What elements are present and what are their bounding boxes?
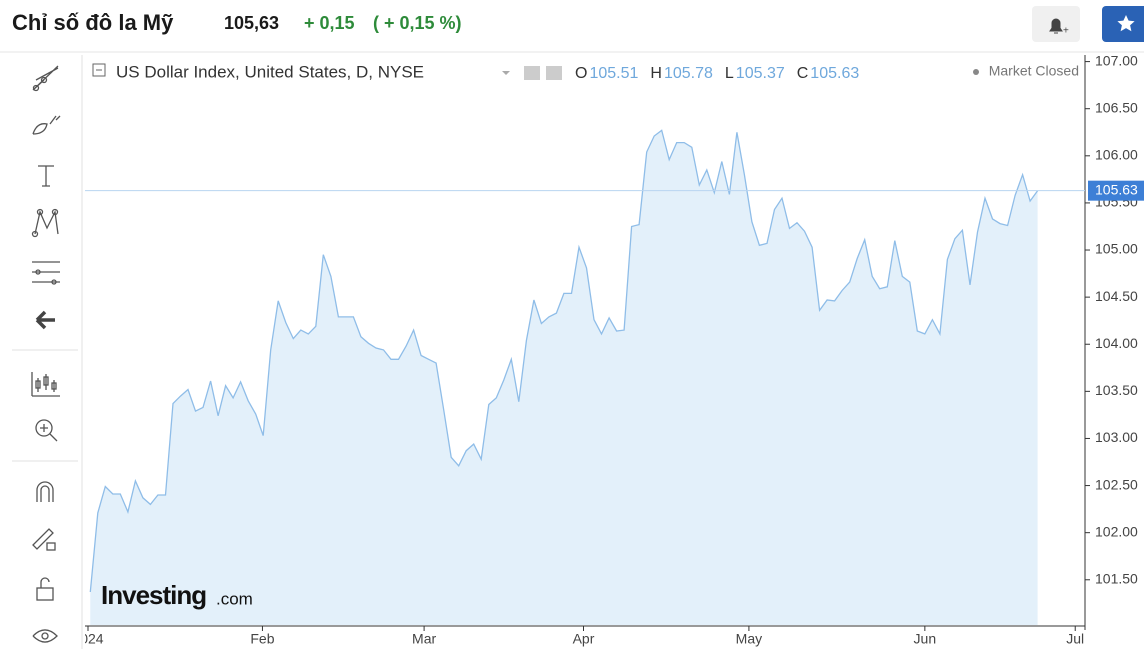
tool-text[interactable]: [38, 165, 54, 187]
y-tick-label: 105.00: [1095, 241, 1138, 257]
ohlc-key: C: [797, 65, 809, 82]
ohlc-value: 105.78: [664, 65, 713, 82]
line: [89, 129, 1039, 593]
alert-button[interactable]: +: [1032, 6, 1080, 42]
y-tick-label: 101.50: [1095, 570, 1138, 586]
tool-brush[interactable]: [32, 115, 61, 135]
y-tick-label: 106.50: [1095, 99, 1138, 115]
last-value-box: [1088, 180, 1144, 201]
watchlist-button[interactable]: [1102, 6, 1144, 42]
tool-collapse[interactable]: [35, 310, 55, 330]
y-tick-label: 103.00: [1095, 429, 1138, 445]
y-tick-label: 104.00: [1095, 335, 1138, 351]
legend-collapse[interactable]: [92, 63, 106, 77]
legend-settings[interactable]: [524, 66, 540, 80]
watermark: Investing: [101, 580, 206, 610]
x-tick-label: Mar: [412, 631, 436, 647]
x-tick-label: Jul: [1066, 631, 1084, 647]
ohlc-value: 105.51: [589, 65, 638, 82]
watermark-suffix: .com: [216, 589, 253, 608]
header: [0, 0, 1144, 52]
legend-settings-2[interactable]: [546, 66, 562, 80]
tool-visibility[interactable]: [32, 629, 58, 643]
ohlc-key: O: [575, 65, 587, 82]
change: + 0,15: [304, 13, 355, 33]
change-pct: ( + 0,15 %): [373, 13, 462, 33]
x-tick-label: Apr: [573, 631, 595, 647]
legend-dropdown[interactable]: [502, 71, 510, 75]
x-tick-label: 2024: [72, 631, 103, 647]
y-tick-label: 104.50: [1095, 288, 1138, 304]
ohlc-key: L: [725, 65, 734, 82]
x-tick-label: Feb: [250, 631, 274, 647]
tool-trendline[interactable]: [32, 65, 59, 92]
tool-fib[interactable]: [32, 261, 60, 285]
status: Market Closed: [989, 63, 1079, 79]
price: 105,63: [224, 13, 279, 33]
ohlc-key: H: [650, 65, 662, 82]
y-tick-label: 102.50: [1095, 476, 1138, 492]
y-tick-label: 102.00: [1095, 523, 1138, 539]
ohlc-value: 105.37: [736, 65, 785, 82]
y-tick-label: 106.00: [1095, 147, 1138, 163]
tool-lock[interactable]: [36, 577, 54, 601]
y-tick-label: 103.50: [1095, 382, 1138, 398]
title: Chỉ số đô la Mỹ: [12, 10, 174, 35]
y-tick-label: 107.00: [1095, 52, 1138, 68]
last-value-label: 105.63: [1095, 181, 1138, 197]
area: [90, 130, 1038, 625]
tool-lock-drawing[interactable]: [32, 528, 56, 551]
status-dot: [973, 69, 979, 75]
ohlc-value: 105.63: [810, 65, 859, 82]
tool-pattern[interactable]: [31, 208, 59, 238]
plot-area: [89, 129, 1039, 625]
tool-zoom[interactable]: [35, 419, 58, 442]
tool-magnet[interactable]: [36, 481, 54, 502]
legend-text: US Dollar Index, United States, D, NYSE: [116, 62, 424, 81]
x-tick-label: May: [736, 631, 762, 647]
x-tick-label: Jun: [914, 631, 937, 647]
toolbar: [12, 55, 83, 649]
svg-text:+: +: [1063, 26, 1069, 37]
tool-indicators[interactable]: [31, 372, 60, 397]
